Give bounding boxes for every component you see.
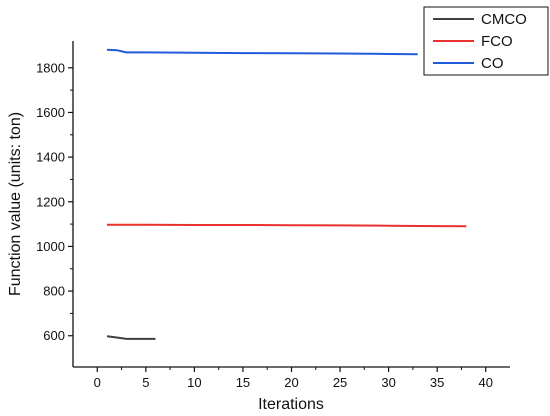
y-axis-ticks: 600 800 1000 1200 1400 1600 1800 <box>36 60 73 343</box>
legend-label-fco: FCO <box>481 33 513 50</box>
legend-label-cmco: CMCO <box>481 11 527 28</box>
x-tick-label: 15 <box>236 375 250 390</box>
y-tick-label: 1400 <box>36 150 65 165</box>
y-tick-label: 1600 <box>36 105 65 120</box>
y-tick-label: 600 <box>43 328 65 343</box>
y-tick-label: 1200 <box>36 194 65 209</box>
x-tick-label: 0 <box>94 375 101 390</box>
y-tick-label: 800 <box>43 284 65 299</box>
series-line-co <box>106 48 418 56</box>
plot-frame <box>72 41 510 368</box>
series-layer <box>106 48 467 340</box>
legend: CMCO FCO CO <box>423 6 549 76</box>
x-tick-label: 30 <box>381 375 395 390</box>
series-line-cmco <box>106 335 156 340</box>
y-tick-label: 1800 <box>36 60 65 75</box>
x-axis-ticks: 0 5 10 15 20 25 30 35 40 <box>94 367 493 390</box>
x-tick-label: 10 <box>187 375 201 390</box>
y-tick-label: 1000 <box>36 239 65 254</box>
x-tick-label: 40 <box>478 375 492 390</box>
x-tick-label: 25 <box>333 375 347 390</box>
x-tick-label: 20 <box>284 375 298 390</box>
x-tick-label: 5 <box>142 375 149 390</box>
x-tick-label: 35 <box>430 375 444 390</box>
y-axis-title: Function value (units: ton) <box>7 112 24 296</box>
x-axis-title: Iterations <box>258 396 324 413</box>
series-line-fco <box>107 223 467 228</box>
legend-label-co: CO <box>481 55 504 72</box>
